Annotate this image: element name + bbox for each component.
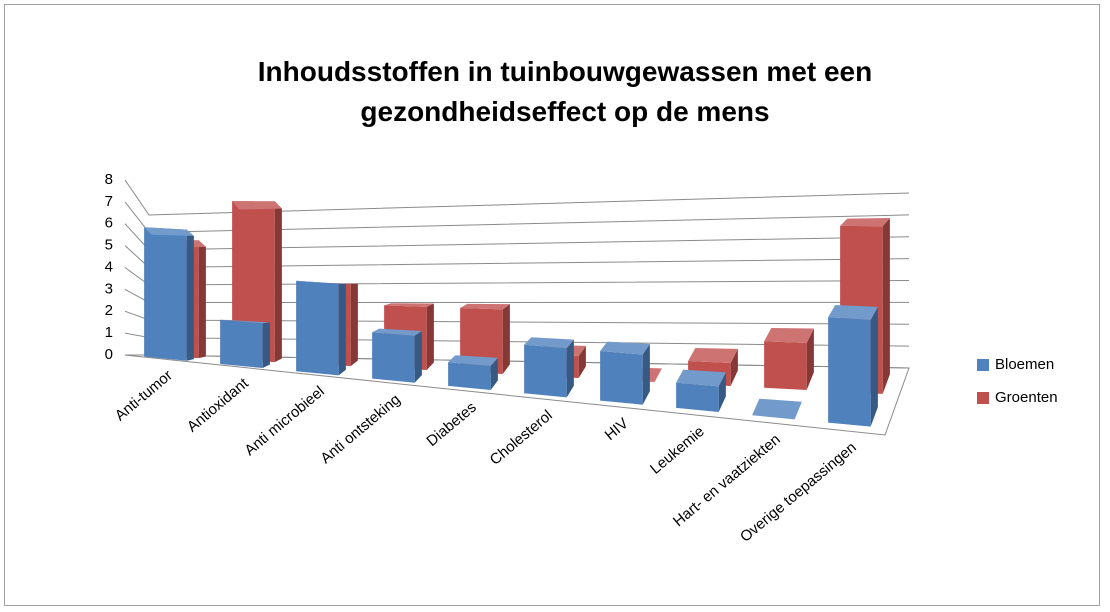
y-tick-label: 7 — [105, 193, 113, 210]
bar-side — [883, 218, 890, 394]
bar-front — [828, 317, 871, 427]
legend-swatch — [977, 359, 989, 371]
x-tick-label: Cholesterol — [487, 407, 556, 469]
bar-top — [232, 201, 282, 209]
bar-side — [415, 331, 422, 383]
bar — [828, 305, 878, 427]
bar-side — [871, 307, 878, 427]
bar — [296, 281, 346, 376]
bar-side — [199, 240, 206, 358]
bar-front — [764, 341, 807, 390]
bar-side — [503, 304, 510, 374]
bar-side — [339, 284, 346, 376]
x-tick-label: Anti ontsteking — [317, 391, 403, 467]
bar-side — [263, 322, 270, 368]
x-tick-label: Leukemie — [647, 423, 708, 478]
bar-side — [275, 201, 282, 362]
y-tick-label: 6 — [105, 215, 113, 232]
y-tick-label: 3 — [105, 280, 113, 297]
bar — [676, 370, 726, 412]
bar-side — [567, 340, 574, 398]
bar — [524, 337, 574, 397]
y-tick-label: 2 — [105, 302, 113, 319]
y-tick-label: 5 — [105, 237, 113, 254]
bar — [144, 227, 194, 360]
bar-top — [688, 348, 738, 363]
y-tick-label: 8 — [105, 171, 113, 188]
bar-front — [372, 332, 415, 382]
bar-top — [764, 328, 814, 343]
y-tick-label: 0 — [105, 346, 113, 363]
bar — [764, 328, 814, 390]
bar — [752, 399, 802, 420]
y-tick-label: 4 — [105, 258, 113, 275]
bar-top — [752, 399, 802, 420]
chart: 0 1 2 3 4 5 6 7 8 Anti-tumorAntioxidantAnti micro… — [0, 0, 1110, 612]
bar-front — [220, 320, 263, 368]
x-tick-label: Diabetes — [423, 399, 479, 450]
bar — [600, 342, 650, 405]
x-tick-label: Antioxidant — [184, 374, 252, 435]
bar — [448, 355, 498, 390]
x-tick-label: HIV — [602, 415, 632, 444]
bar-side — [187, 230, 194, 361]
bar-front — [144, 227, 187, 360]
y-tick-label: 1 — [105, 324, 113, 341]
bar-top — [144, 227, 194, 236]
bar-side — [643, 344, 650, 405]
legend-swatch — [977, 392, 989, 404]
bar-front — [524, 345, 567, 398]
bar-front — [448, 362, 491, 390]
bar-side — [427, 304, 434, 370]
x-tick-label: Anti-tumor — [112, 367, 176, 424]
x-tick-label: Anti microbieel — [241, 383, 327, 459]
bar-front — [600, 351, 643, 405]
bar — [220, 320, 270, 368]
legend-label: Bloemen — [995, 356, 1054, 373]
legend-label: Groenten — [995, 389, 1058, 406]
bar-side — [351, 284, 358, 366]
bar-top — [840, 218, 890, 226]
bar-front — [676, 383, 719, 412]
bar — [372, 329, 422, 383]
bar-front — [296, 281, 339, 376]
